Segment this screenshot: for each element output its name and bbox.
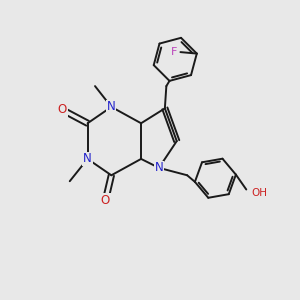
Text: O: O — [101, 194, 110, 207]
Text: N: N — [154, 161, 163, 174]
Text: O: O — [58, 103, 67, 116]
Text: N: N — [107, 100, 116, 113]
Text: N: N — [83, 152, 92, 165]
Text: F: F — [171, 47, 177, 57]
Text: OH: OH — [252, 188, 268, 198]
